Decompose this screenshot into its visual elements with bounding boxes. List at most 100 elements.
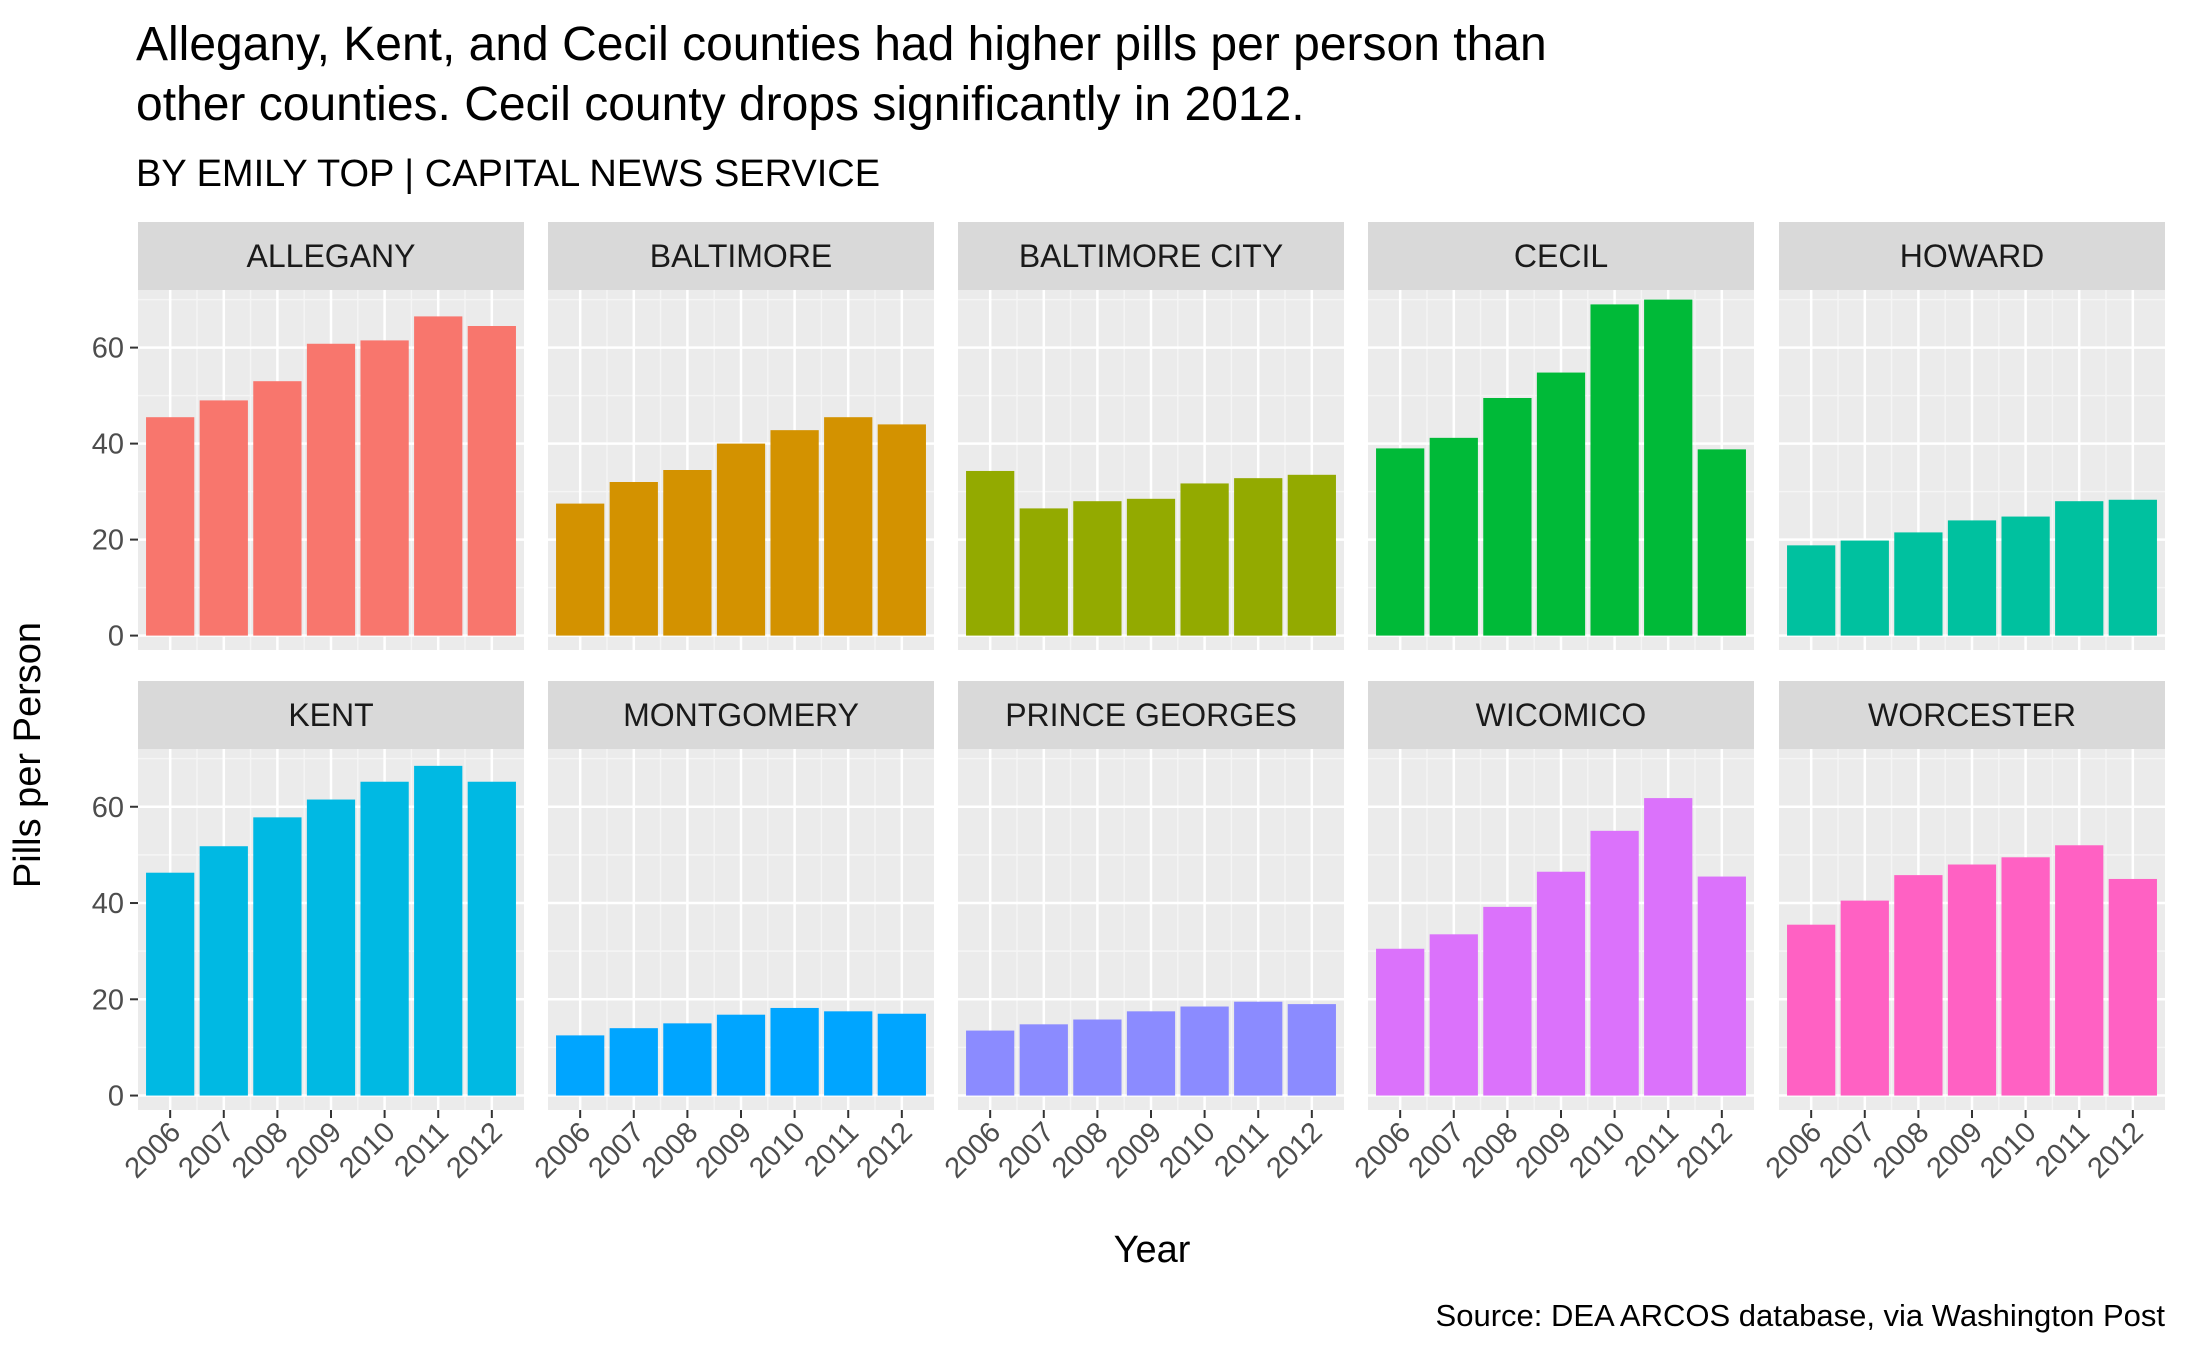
bar-baltimore-city-2012 (1287, 474, 1336, 636)
bar-cecil-2006 (1376, 448, 1425, 636)
bar-baltimore-2009 (716, 443, 766, 636)
bar-cecil-2011 (1644, 299, 1693, 636)
x-tick-label: 2010 (743, 1116, 811, 1184)
facet-panels: ALLEGANY 0 20 40 60 BALTIMORE BALTIMORE CITY CE… (92, 222, 2165, 1185)
bar-baltimore-2012 (877, 424, 926, 636)
x-tick-label: 2010 (1974, 1116, 2042, 1184)
bar-montgomery-2006 (556, 1035, 605, 1096)
chart-subtitle: BY EMILY TOP | CAPITAL NEWS SERVICE (136, 153, 880, 195)
x-tick-label: 2007 (992, 1116, 1060, 1184)
x-tick-label: 2008 (1867, 1116, 1935, 1184)
x-tick-label: 2009 (1100, 1116, 1168, 1184)
facet-baltimore: BALTIMORE (548, 222, 934, 650)
bar-howard-2011 (2055, 501, 2104, 636)
x-tick-label: 2010 (333, 1116, 401, 1184)
bar-prince-georges-2009 (1126, 1011, 1176, 1096)
x-tick-label: 2007 (582, 1116, 650, 1184)
bar-baltimore-2010 (770, 430, 819, 636)
bar-wicomico-2006 (1376, 948, 1425, 1096)
bar-prince-georges-2012 (1287, 1004, 1336, 1096)
bar-montgomery-2011 (824, 1011, 873, 1096)
x-tick-label: 2010 (1563, 1116, 1631, 1184)
bar-cecil-2007 (1429, 437, 1478, 636)
bar-kent-2011 (414, 765, 463, 1096)
bar-baltimore-city-2009 (1126, 498, 1176, 636)
bar-howard-2006 (1787, 545, 1836, 636)
facet-strip (1368, 681, 1754, 749)
x-tick-label: 2012 (1261, 1116, 1329, 1184)
bar-prince-georges-2008 (1073, 1019, 1122, 1096)
x-tick-label: 2009 (280, 1116, 348, 1184)
facet-prince-georges: PRINCE GEORGES 20062007200820092010201120… (939, 681, 1344, 1185)
bar-worcester-2006 (1787, 924, 1836, 1096)
bar-montgomery-2007 (609, 1028, 658, 1096)
x-tick-label: 2006 (1760, 1116, 1828, 1184)
x-tick-label: 2011 (1618, 1116, 1685, 1183)
bar-cecil-2010 (1590, 304, 1639, 636)
y-tick-label: 0 (108, 621, 124, 653)
x-tick-label: 2007 (172, 1116, 240, 1184)
bar-worcester-2012 (2108, 878, 2157, 1096)
y-tick-label: 60 (92, 333, 124, 365)
facet-allegany: ALLEGANY 0 20 40 60 (92, 222, 524, 653)
facet-label: ALLEGANY (247, 238, 416, 274)
facet-strip (958, 222, 1344, 290)
bar-cecil-2008 (1483, 398, 1532, 636)
facet-label: CECIL (1514, 238, 1608, 274)
bar-baltimore-city-2008 (1073, 501, 1122, 636)
bar-baltimore-2006 (556, 503, 605, 636)
bar-montgomery-2009 (716, 1014, 766, 1096)
facet-cecil: CECIL (1368, 222, 1754, 650)
facet-strip (548, 222, 934, 290)
bar-worcester-2008 (1894, 875, 1943, 1096)
bar-allegany-2011 (414, 316, 463, 636)
facet-strip (548, 681, 934, 749)
x-axis-title: Year (1114, 1229, 1191, 1271)
x-tick-label: 2011 (798, 1116, 865, 1183)
chart-caption: Source: DEA ARCOS database, via Washingt… (1436, 1298, 2166, 1333)
facet-howard: HOWARD (1779, 222, 2165, 650)
bar-cecil-2012 (1697, 449, 1746, 636)
x-tick-label: 2012 (2082, 1116, 2150, 1184)
y-tick-label: 20 (92, 984, 124, 1016)
bar-allegany-2010 (360, 340, 409, 636)
bar-montgomery-2010 (770, 1007, 819, 1096)
x-tick-label: 2011 (2029, 1116, 2096, 1183)
bar-wicomico-2010 (1590, 830, 1639, 1096)
bar-howard-2009 (1947, 520, 1997, 636)
bar-allegany-2007 (199, 400, 248, 636)
bar-worcester-2007 (1840, 900, 1889, 1096)
facet-label: BALTIMORE CITY (1019, 238, 1283, 274)
y-tick-label: 60 (92, 792, 124, 824)
chart-title-line-2: other counties. Cecil county drops signi… (136, 78, 1305, 131)
x-tick-label: 2010 (1153, 1116, 1221, 1184)
bar-allegany-2006 (146, 417, 195, 636)
facet-label: KENT (288, 697, 373, 733)
facet-label: WORCESTER (1868, 697, 2076, 733)
bar-montgomery-2008 (663, 1023, 712, 1096)
bar-prince-georges-2007 (1019, 1024, 1068, 1096)
facet-strip (1779, 222, 2165, 290)
bar-worcester-2010 (2001, 857, 2050, 1096)
x-tick-label: 2011 (388, 1116, 455, 1183)
bar-kent-2007 (199, 846, 248, 1096)
bar-wicomico-2007 (1429, 934, 1478, 1096)
bar-cecil-2009 (1536, 372, 1586, 636)
bar-kent-2006 (146, 872, 195, 1096)
bar-prince-georges-2011 (1234, 1001, 1283, 1096)
facet-strip (1779, 681, 2165, 749)
x-tick-label: 2009 (1921, 1116, 1989, 1184)
x-tick-label: 2011 (1208, 1116, 1275, 1183)
bar-wicomico-2009 (1536, 871, 1586, 1096)
facet-baltimore-city: BALTIMORE CITY (958, 222, 1344, 650)
x-tick-label: 2008 (226, 1116, 294, 1184)
facet-strip (958, 681, 1344, 749)
bar-howard-2008 (1894, 532, 1943, 636)
bar-baltimore-city-2006 (966, 470, 1015, 636)
x-tick-label: 2006 (529, 1116, 597, 1184)
x-tick-label: 2006 (119, 1116, 187, 1184)
bar-prince-georges-2006 (966, 1030, 1015, 1096)
